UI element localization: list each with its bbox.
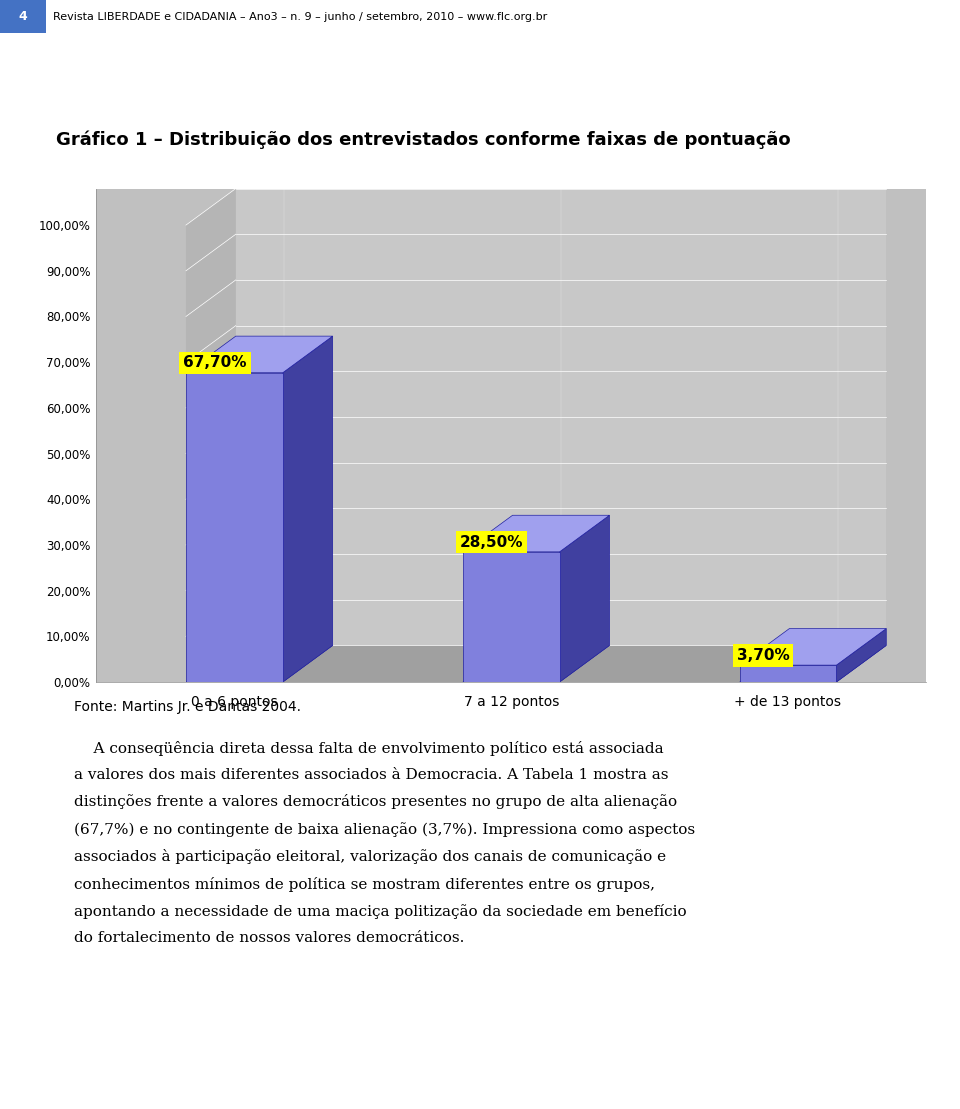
- Polygon shape: [739, 665, 836, 682]
- Polygon shape: [463, 552, 560, 682]
- Polygon shape: [186, 189, 236, 682]
- Text: 4: 4: [18, 10, 28, 23]
- Polygon shape: [186, 645, 333, 682]
- Polygon shape: [236, 189, 886, 645]
- Text: A conseqüência direta dessa falta de envolvimento político está associada
a valo: A conseqüência direta dessa falta de env…: [74, 741, 695, 945]
- Text: 3,70%: 3,70%: [736, 648, 789, 663]
- Polygon shape: [186, 336, 333, 373]
- Text: Revista LIBERDADE e CIDADANIA – Ano3 – n. 9 – junho / setembro, 2010 – www.flc.o: Revista LIBERDADE e CIDADANIA – Ano3 – n…: [53, 11, 547, 22]
- Polygon shape: [560, 516, 610, 682]
- Text: 28,50%: 28,50%: [460, 535, 523, 550]
- Polygon shape: [739, 645, 886, 682]
- Polygon shape: [463, 645, 610, 682]
- Polygon shape: [186, 373, 283, 682]
- Text: Fonte: Martins Jr. e Dantas 2004.: Fonte: Martins Jr. e Dantas 2004.: [74, 700, 300, 714]
- Polygon shape: [463, 516, 610, 552]
- Polygon shape: [283, 336, 333, 682]
- Text: 67,70%: 67,70%: [183, 355, 247, 370]
- Text: Gráfico 1 – Distribuição dos entrevistados conforme faixas de pontuação: Gráfico 1 – Distribuição dos entrevistad…: [56, 130, 791, 149]
- Polygon shape: [186, 645, 886, 682]
- Polygon shape: [836, 629, 886, 682]
- Bar: [0, 0, 46, 33]
- Polygon shape: [739, 629, 886, 665]
